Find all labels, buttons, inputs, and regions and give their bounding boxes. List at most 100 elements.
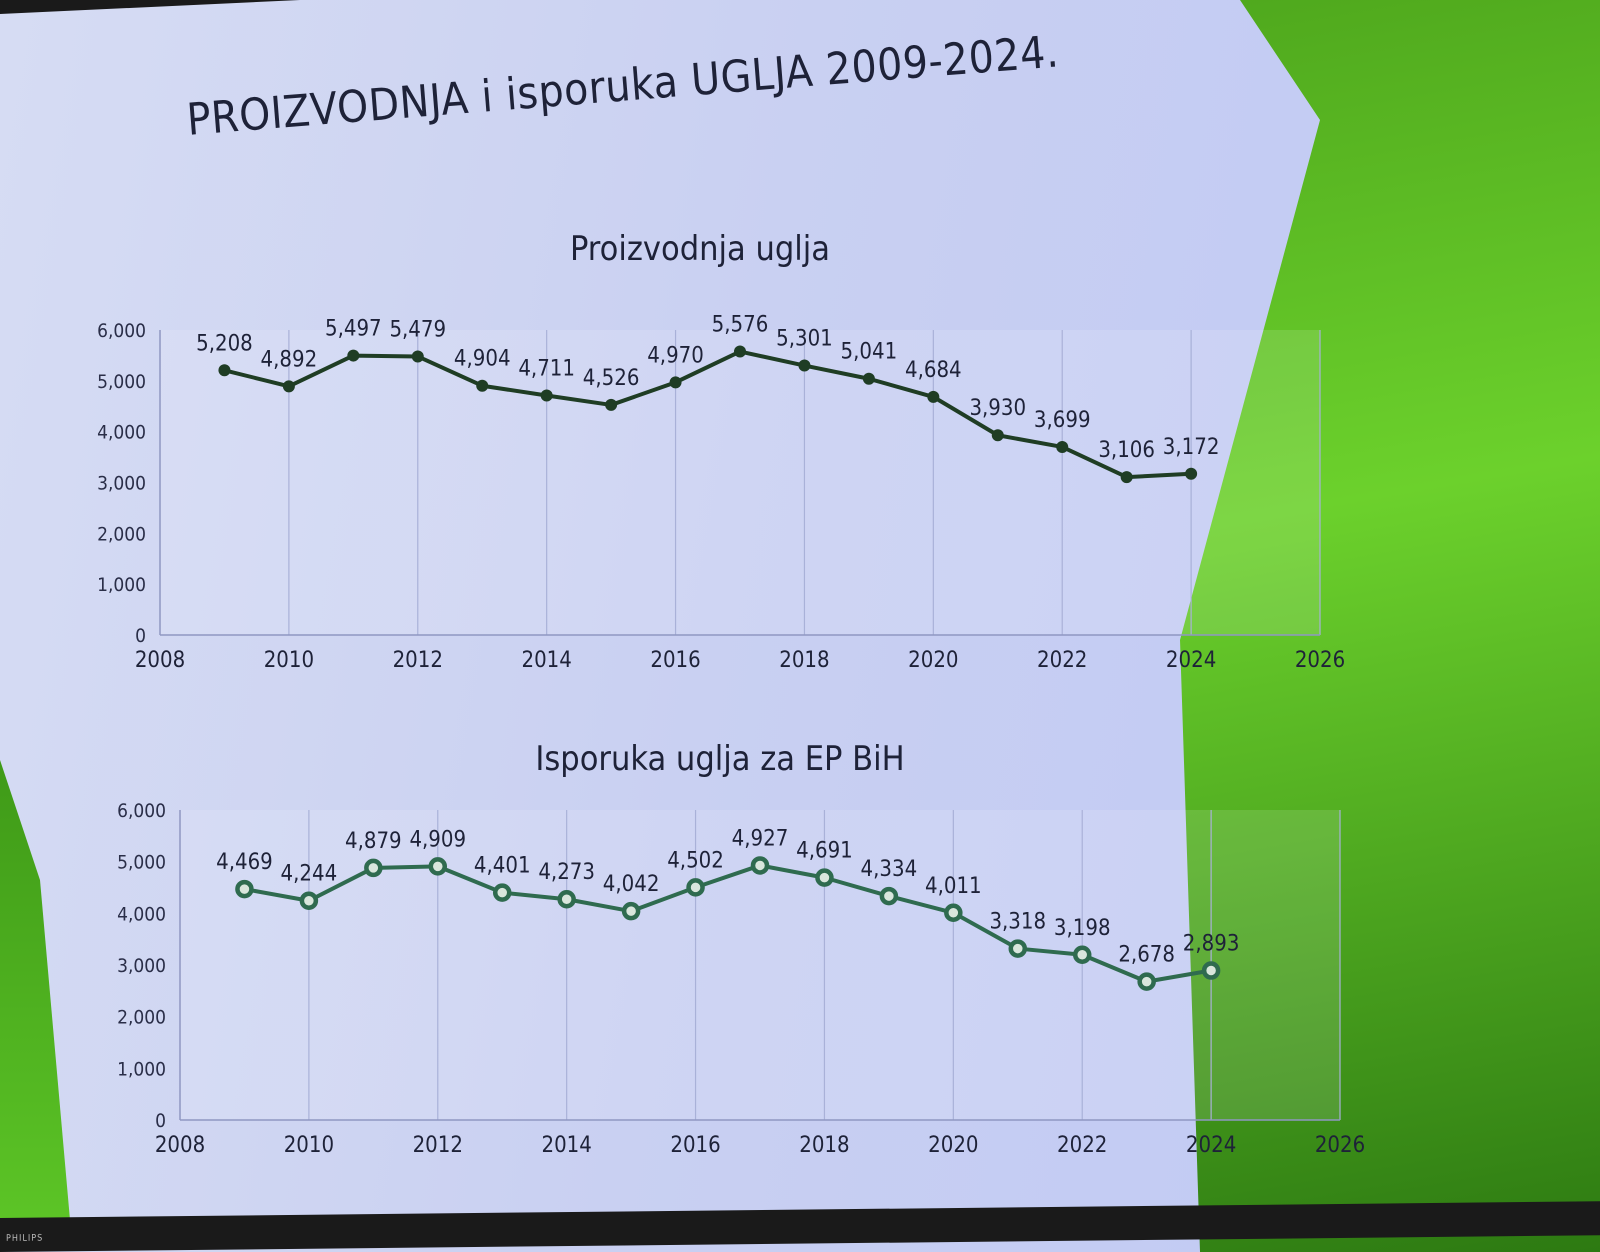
data-label: 5,576 (712, 313, 769, 338)
data-label: 5,301 (776, 327, 833, 352)
x-tick-label: 2020 (908, 648, 958, 673)
chart-title: Proizvodnja uglja (570, 229, 830, 269)
data-label: 4,711 (518, 357, 575, 382)
x-tick-label: 2016 (670, 1133, 720, 1158)
chart-title: Isporuka uglja za EP BiH (535, 739, 904, 779)
data-label: 5,479 (389, 317, 446, 342)
x-tick-label: 2008 (135, 648, 185, 673)
series-line (223, 349, 1192, 480)
data-label: 2,893 (1183, 932, 1240, 957)
y-tick-label: 4,000 (97, 422, 146, 444)
data-label: 4,909 (409, 827, 466, 852)
data-point (476, 379, 489, 392)
x-tick-label: 2018 (779, 648, 829, 673)
data-label: 3,172 (1163, 435, 1220, 460)
y-tick-label: 2,000 (117, 1007, 166, 1029)
data-label: 4,401 (474, 854, 531, 879)
data-label: 4,691 (796, 839, 853, 864)
series-line (244, 863, 1212, 984)
x-tick-label: 2024 (1166, 648, 1216, 673)
data-point (557, 889, 576, 909)
data-point (282, 380, 295, 393)
data-point (492, 883, 512, 902)
data-point (879, 886, 899, 906)
y-tick-label: 0 (155, 1110, 166, 1132)
data-point (669, 376, 682, 389)
x-tick-label: 2022 (1057, 1133, 1107, 1158)
data-label: 4,011 (925, 874, 982, 899)
data-point (944, 903, 963, 923)
x-tick-label: 2018 (799, 1133, 849, 1158)
data-point (364, 858, 383, 878)
data-label: 4,927 (732, 826, 789, 851)
brand-label: PHILIPS (6, 1233, 44, 1244)
data-point (750, 856, 770, 875)
y-tick-label: 1,000 (97, 574, 146, 596)
data-label: 4,879 (345, 829, 402, 854)
data-label: 4,970 (647, 343, 704, 368)
chart-proizvodnja: Proizvodnja uglja 2008 2010 2012 2014 2016 201… (97, 229, 1345, 673)
data-point (686, 878, 705, 897)
x-tick-label: 2012 (413, 1133, 463, 1158)
x-tick-label: 2010 (264, 648, 314, 673)
data-label: 4,526 (583, 366, 640, 391)
y-tick-label: 4,000 (117, 903, 166, 925)
data-point (218, 364, 231, 377)
data-label: 3,930 (969, 396, 1026, 421)
data-point (299, 891, 319, 910)
data-label: 3,106 (1098, 438, 1155, 463)
data-label: 3,318 (989, 910, 1046, 935)
data-label: 5,041 (841, 340, 898, 365)
data-label: 4,469 (216, 850, 273, 875)
data-label: 4,904 (454, 347, 511, 372)
data-point (605, 398, 618, 411)
data-point (1056, 440, 1069, 453)
data-point (927, 390, 940, 403)
y-tick-label: 3,000 (97, 473, 146, 495)
y-tick-label: 2,000 (97, 523, 146, 545)
data-point (428, 857, 448, 876)
x-tick-label: 2024 (1186, 1133, 1236, 1158)
x-tick-label: 2020 (928, 1133, 978, 1158)
x-tick-label: 2008 (155, 1133, 205, 1158)
x-tick-label: 2026 (1315, 1133, 1365, 1158)
data-label: 5,208 (196, 331, 253, 356)
data-point (1072, 945, 1092, 965)
data-point (862, 372, 875, 385)
data-point (621, 901, 641, 921)
data-point (1201, 961, 1221, 980)
plot-area (160, 330, 1320, 635)
chart-isporuka: Isporuka uglja za EP BiH 2008 2010 2012 2014… (117, 739, 1365, 1158)
data-point (235, 879, 254, 899)
data-point (991, 429, 1004, 442)
data-label: 4,502 (667, 848, 724, 873)
x-tick-label: 2022 (1037, 648, 1087, 673)
x-tick-label: 2014 (541, 1133, 591, 1158)
data-label: 3,198 (1054, 916, 1111, 941)
y-tick-label: 5,000 (117, 852, 166, 874)
data-label: 4,273 (538, 860, 595, 885)
x-tick-label: 2014 (521, 648, 571, 673)
x-tick-label: 2010 (284, 1133, 334, 1158)
data-label: 4,684 (905, 358, 962, 383)
data-label: 4,042 (603, 872, 660, 897)
data-label: 5,497 (325, 317, 382, 342)
data-label: 2,678 (1118, 943, 1175, 968)
y-tick-label: 1,000 (117, 1058, 166, 1080)
data-point (347, 349, 360, 362)
data-label: 4,244 (281, 862, 338, 887)
slide-title: PROIZVODNJA i isporuka UGLJA 2009-2024. (185, 26, 1061, 146)
data-point (1137, 972, 1156, 991)
data-point (1185, 467, 1198, 480)
x-tick-label: 2016 (650, 648, 700, 673)
data-point (1120, 471, 1133, 484)
data-point (540, 389, 553, 402)
y-tick-label: 0 (135, 625, 146, 647)
x-tick-label: 2026 (1295, 648, 1345, 673)
data-point (1008, 939, 1028, 958)
y-tick-label: 6,000 (97, 320, 146, 342)
data-point (411, 350, 424, 363)
data-label: 3,699 (1034, 408, 1091, 433)
data-point (798, 359, 811, 372)
